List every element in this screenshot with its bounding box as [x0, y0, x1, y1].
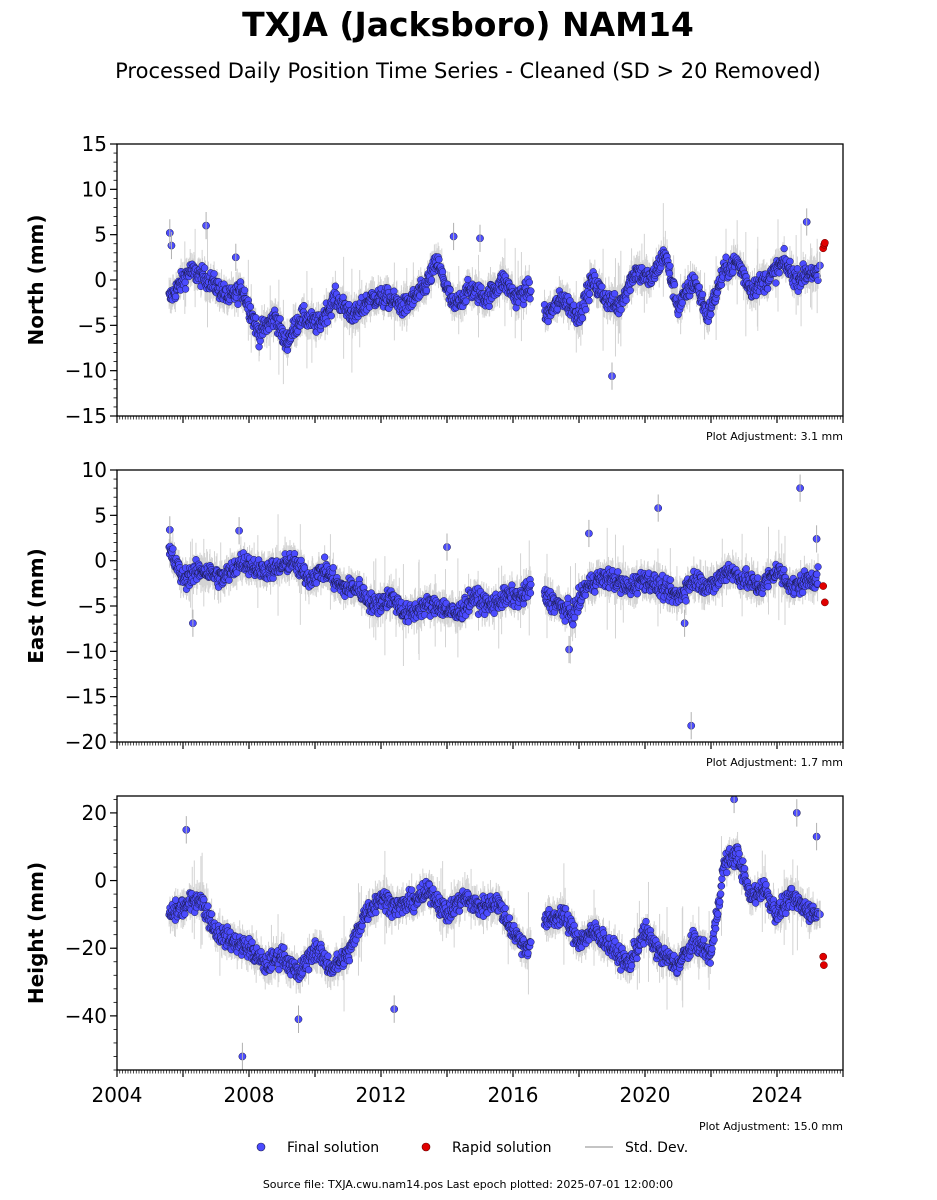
- final-point: [181, 285, 190, 293]
- stddev-bars-2: [168, 514, 819, 666]
- final-point: [525, 278, 533, 286]
- y-tick-label: −15: [65, 404, 107, 428]
- final-point: [678, 299, 686, 307]
- final-point: [210, 270, 218, 278]
- final-point: [234, 300, 242, 308]
- final-point: [422, 286, 431, 295]
- final-point: [626, 286, 634, 295]
- final-point: [255, 343, 263, 351]
- final-point: [327, 312, 335, 320]
- final-point: [578, 314, 587, 322]
- final-point: [698, 290, 707, 299]
- rapid-points-1: [819, 238, 829, 253]
- final-point: [427, 276, 436, 284]
- final-point: [772, 279, 780, 287]
- final-point: [339, 293, 347, 301]
- final-point: [300, 301, 308, 310]
- plot-adjustment-1: Plot Adjustment: 3.1 mm: [706, 430, 843, 443]
- final-points-1: [165, 218, 824, 380]
- final-point: [780, 244, 788, 253]
- y-tick-label: 5: [94, 223, 107, 247]
- final-point: [764, 285, 772, 293]
- y-tick-label: 0: [94, 268, 107, 292]
- final-point: [252, 314, 260, 322]
- y-axis-1: −15 −10 −5 0 5 10 15: [65, 132, 117, 428]
- final-point: [246, 303, 255, 311]
- final-point: [585, 297, 593, 305]
- final-point: [477, 283, 485, 291]
- y-tick-label: 15: [82, 132, 107, 156]
- final-point: [276, 315, 284, 323]
- figure-title: TXJA (Jacksboro) NAM14: [242, 5, 694, 44]
- final-point: [793, 265, 802, 273]
- final-point: [617, 306, 625, 314]
- final-point: [169, 545, 177, 553]
- final-point: [323, 318, 332, 326]
- rapid-point: [821, 238, 829, 247]
- final-points-2: [165, 484, 822, 730]
- final-point: [446, 286, 454, 294]
- figure-subtitle: Processed Daily Position Time Series - C…: [115, 59, 821, 83]
- final-point: [775, 269, 783, 277]
- final-point: [622, 296, 630, 304]
- final-point: [722, 253, 730, 261]
- final-point: [610, 290, 619, 298]
- final-point: [598, 283, 606, 291]
- plot-area-2: [165, 474, 829, 740]
- final-point: [435, 255, 443, 264]
- panels-group: −15 −10 −5 0 5 10 15 North (mm) Plot Adjustment:…: [24, 132, 844, 1133]
- final-point: [666, 262, 674, 270]
- y-axis-label-1: North (mm): [24, 214, 48, 345]
- final-point: [526, 295, 534, 303]
- final-point: [786, 257, 794, 266]
- final-point: [200, 264, 209, 272]
- final-point: [172, 292, 180, 301]
- panel-1: −15 −10 −5 0 5 10 15 North (mm) Plot Adjustment:…: [24, 132, 844, 443]
- final-point: [331, 282, 340, 290]
- y-tick-label: 10: [82, 177, 107, 201]
- y-tick-label: −5: [78, 313, 107, 337]
- x-axis-1: [116, 416, 844, 423]
- final-point: [670, 281, 679, 289]
- plot-area-1: [165, 203, 829, 390]
- final-point: [582, 306, 590, 314]
- final-point: [527, 287, 535, 295]
- final-point: [390, 287, 398, 295]
- y-tick-label: −10: [65, 359, 107, 383]
- final-point: [240, 286, 249, 294]
- final-point: [464, 275, 472, 284]
- final-point: [585, 290, 594, 298]
- final-point: [462, 297, 470, 305]
- final-point: [707, 310, 715, 319]
- final-point: [570, 301, 578, 309]
- final-point: [695, 283, 703, 291]
